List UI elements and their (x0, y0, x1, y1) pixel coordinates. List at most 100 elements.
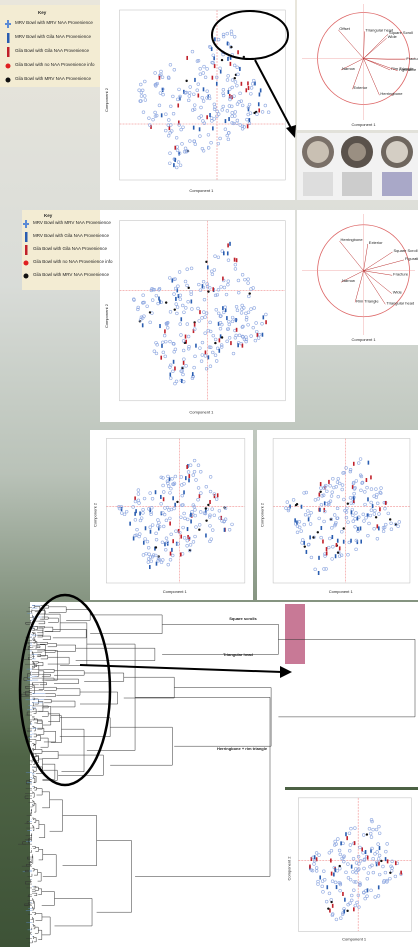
point (368, 461, 370, 465)
point (326, 547, 328, 551)
point (337, 539, 339, 543)
point (135, 509, 137, 513)
point (385, 857, 387, 861)
key-marker (24, 274, 29, 279)
point (205, 507, 207, 509)
point (180, 535, 182, 539)
point (180, 317, 182, 321)
point (142, 323, 144, 327)
point (332, 535, 334, 539)
branch (28, 642, 30, 644)
branch (28, 674, 31, 680)
point (319, 493, 321, 497)
point (155, 546, 157, 548)
key-label: Gila Bowl with MRV NAA Provenience (33, 272, 109, 277)
pottery-images (302, 136, 413, 196)
point (378, 862, 380, 866)
point (183, 490, 185, 494)
point (226, 316, 228, 320)
point (354, 841, 356, 845)
point (335, 554, 337, 558)
key-label: MRV Bowl with Gila NAA Provenience (33, 233, 109, 238)
point (379, 507, 381, 511)
scatter-panel (257, 430, 418, 600)
point (160, 495, 162, 499)
point (353, 496, 355, 500)
cluster-label: Herringbone + rim triangle (217, 746, 268, 751)
x-axis-label: Component 1 (352, 122, 377, 127)
y-axis-label: Component 2 (104, 303, 109, 328)
point (351, 865, 353, 869)
point (258, 108, 260, 112)
point (174, 158, 176, 162)
point (326, 551, 328, 555)
point (360, 526, 362, 530)
point (247, 124, 249, 128)
variable-label: Exterior (353, 85, 367, 90)
point (188, 478, 190, 482)
point (169, 126, 171, 130)
point (367, 856, 369, 860)
point (378, 885, 380, 889)
variable-label: Narrow (342, 278, 355, 283)
point (163, 497, 165, 501)
point (207, 290, 209, 292)
point (221, 59, 223, 61)
point (185, 80, 187, 82)
point (257, 333, 259, 337)
color-strip (285, 604, 305, 664)
point (346, 836, 348, 840)
point (185, 476, 187, 480)
point (351, 510, 353, 514)
point (160, 356, 162, 360)
point (301, 505, 303, 509)
point (221, 336, 223, 338)
point (169, 522, 171, 526)
point (207, 504, 209, 506)
point (169, 373, 171, 377)
point (375, 516, 377, 518)
point (337, 551, 339, 553)
point (343, 527, 345, 529)
point (304, 545, 306, 547)
point (209, 500, 211, 504)
point (208, 355, 210, 359)
point (339, 546, 341, 550)
point (205, 351, 207, 355)
x-axis-label: Component 1 (342, 937, 367, 942)
variable-label: Herringbone (380, 91, 403, 96)
variable-label: Offset (339, 26, 350, 31)
point (198, 528, 200, 530)
point (379, 846, 381, 850)
point (385, 501, 387, 505)
point (161, 113, 163, 117)
point (360, 540, 362, 544)
point (227, 251, 229, 255)
key-label: MRV Bowl with Gila NAA Provenience (15, 34, 91, 39)
branch (25, 796, 28, 798)
point (234, 77, 236, 79)
point (202, 284, 204, 288)
point (172, 539, 174, 543)
branch (29, 895, 31, 897)
point (190, 513, 192, 517)
branch (26, 781, 29, 784)
point (165, 301, 167, 303)
point (357, 517, 359, 521)
poster-graphics: Key MRV Bowl with MRV NAA ProvenienceMRV… (0, 0, 418, 947)
branch (27, 857, 30, 859)
point (198, 94, 200, 98)
point (247, 81, 249, 85)
point (129, 522, 131, 526)
point (145, 526, 147, 530)
point (372, 504, 374, 508)
branch (25, 882, 29, 884)
point (366, 833, 368, 835)
branch (25, 686, 29, 688)
point (199, 310, 201, 314)
point (258, 102, 260, 106)
point (237, 343, 239, 347)
branch (24, 904, 28, 906)
cluster-label: Square scrolls (229, 616, 257, 621)
point (161, 344, 163, 348)
